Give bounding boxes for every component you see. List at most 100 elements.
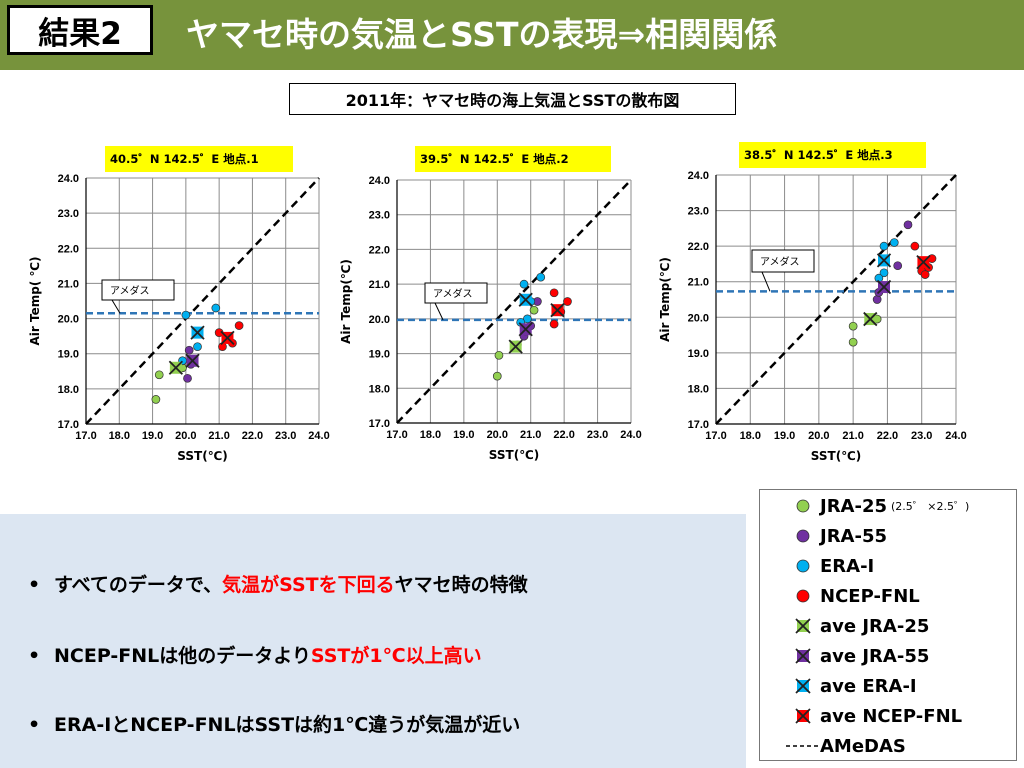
data-point — [879, 241, 889, 251]
y-tick-label: 24.0 — [369, 175, 390, 187]
y-tick-label: 23.0 — [688, 206, 709, 218]
legend-item-era-i: ERA-I — [770, 552, 874, 580]
y-tick-label: 18.0 — [369, 383, 390, 395]
bullet-2-text: NCEP-FNLは他のデータより — [54, 645, 311, 667]
y-tick-label: 24.0 — [58, 173, 79, 185]
bullet-1-highlight: 気温がSSTを下回る — [222, 574, 395, 596]
amedas-label: アメダス — [110, 284, 150, 297]
amedas-label-box — [101, 279, 175, 301]
data-point — [529, 305, 539, 315]
legend-label: NCEP-FNL — [820, 585, 920, 607]
average-cross-b — [876, 253, 892, 268]
legend-item-ave-era-i: ave ERA-I — [770, 672, 917, 700]
legend-note: (2.5゜ ×2.5゜) — [891, 500, 970, 513]
x-tick-label: 18.0 — [109, 430, 130, 442]
legend-item-ave-jra-55: ave JRA-55 — [770, 642, 929, 670]
data-point — [910, 241, 920, 251]
x-tick-label: 19.0 — [142, 430, 163, 442]
y-tick-label: 22.0 — [58, 243, 79, 255]
y-tick-label: 18.0 — [58, 384, 79, 396]
data-point — [848, 321, 858, 331]
bullet-2-highlight: SSTが1℃以上高い — [310, 645, 482, 667]
legend-item-amedas: AMeDAS — [770, 732, 906, 760]
amedas-pointer — [761, 271, 771, 292]
x-tick-label: 19.0 — [453, 429, 474, 441]
y-tick-label: 22.0 — [369, 244, 390, 256]
legend-label: ERA-I — [820, 555, 875, 577]
y-tick-label: 21.0 — [369, 279, 390, 291]
x-tick-label: 20.0 — [487, 429, 508, 441]
data-point — [184, 345, 194, 355]
legend-label: AMeDAS — [820, 735, 906, 757]
x-tick-label: 24.0 — [945, 430, 966, 442]
y-tick-label: 23.0 — [369, 210, 390, 222]
amedas-pointer — [434, 302, 444, 321]
legend-marker — [795, 678, 811, 694]
y-tick-label: 24.0 — [688, 170, 709, 182]
legend-label: ave ERA-I — [820, 675, 917, 697]
summary-panel: • すべてのデータで、気温がSSTを下回るヤマセ時の特徴 • NCEP-FNLは他の… — [0, 514, 746, 768]
amedas-label-box — [751, 249, 815, 273]
average-cross-b — [508, 339, 523, 354]
legend-marker — [786, 745, 818, 747]
amedas-label-box — [424, 282, 488, 304]
bullet-1-text: すべてのデータで、 — [54, 574, 223, 596]
chart-title: 38.5゜N 142.5゜E 地点.3 — [744, 148, 893, 162]
data-point — [193, 342, 202, 352]
data-point — [848, 337, 858, 347]
x-tick-label: 23.0 — [587, 429, 608, 441]
average-marker — [876, 253, 892, 268]
y-tick-label: 20.0 — [369, 314, 390, 326]
bullet-2: • NCEP-FNLは他のデータよりSSTが1℃以上高い — [28, 645, 482, 667]
x-tick-label: 22.0 — [877, 430, 898, 442]
average-marker — [916, 255, 931, 270]
x-tick-label: 17.0 — [75, 430, 96, 442]
x-tick-label: 23.0 — [911, 430, 932, 442]
average-marker — [518, 292, 533, 307]
bullet-3-text: ERA-IとNCEP-FNLはSSTは約1℃違うが気温が近い — [54, 714, 521, 736]
x-tick-label: 18.0 — [420, 429, 441, 441]
data-point — [183, 373, 192, 383]
legend-cross-b — [795, 678, 811, 694]
y-tick-label: 22.0 — [688, 241, 709, 253]
y-tick-label: 17.0 — [688, 419, 709, 431]
data-point — [872, 295, 882, 304]
x-tick-label: 21.0 — [520, 429, 541, 441]
average-cross-b — [916, 255, 931, 270]
average-marker — [220, 330, 235, 346]
data-point — [563, 297, 572, 306]
x-axis-label: SST(℃) — [811, 449, 861, 463]
y-tick-label: 18.0 — [688, 383, 709, 395]
data-point — [920, 270, 930, 279]
y-tick-label: 19.0 — [58, 349, 79, 361]
data-point — [151, 395, 161, 404]
bullet-1-tail: ヤマセ時の特徴 — [394, 574, 528, 596]
legend-circle — [796, 529, 810, 543]
average-cross-b — [518, 322, 533, 337]
legend: JRA-25 (2.5゜ ×2.5゜) JRA-55 ERA-I NCEP-FNL ave… — [759, 489, 1017, 761]
data-point — [181, 310, 191, 320]
y-tick-label: 20.0 — [58, 314, 79, 326]
average-marker — [185, 353, 200, 368]
x-tick-label: 23.0 — [275, 430, 296, 442]
scatter-chart-2: 17.0 18.0 19.0 20.0 21.0 22.0 23.0 24.0 17.0 18.0… — [339, 146, 642, 462]
legend-label: JRA-25 — [820, 495, 888, 517]
average-cross-b — [168, 360, 184, 375]
legend-cross-b — [795, 648, 811, 664]
average-cross-b — [550, 303, 565, 318]
average-cross-b — [876, 279, 892, 295]
data-point — [523, 314, 532, 324]
data-point — [234, 321, 244, 330]
y-axis-label: Air Temp(℃) — [339, 259, 353, 344]
average-marker — [168, 360, 184, 375]
one-to-one-line — [715, 174, 957, 425]
y-tick-label: 21.0 — [58, 278, 79, 290]
average-cross-b — [220, 330, 235, 346]
legend-item-ave-ncep-fnl: ave NCEP-FNL — [770, 702, 962, 730]
legend-item-jra-55: JRA-55 — [770, 522, 887, 550]
legend-circle — [796, 499, 810, 513]
data-point — [889, 238, 899, 247]
scatter-chart-3: 17.0 18.0 19.0 20.0 21.0 22.0 23.0 24.0 17.0 18.0… — [658, 142, 967, 463]
x-tick-label: 19.0 — [774, 430, 795, 442]
x-tick-label: 24.0 — [620, 429, 641, 441]
